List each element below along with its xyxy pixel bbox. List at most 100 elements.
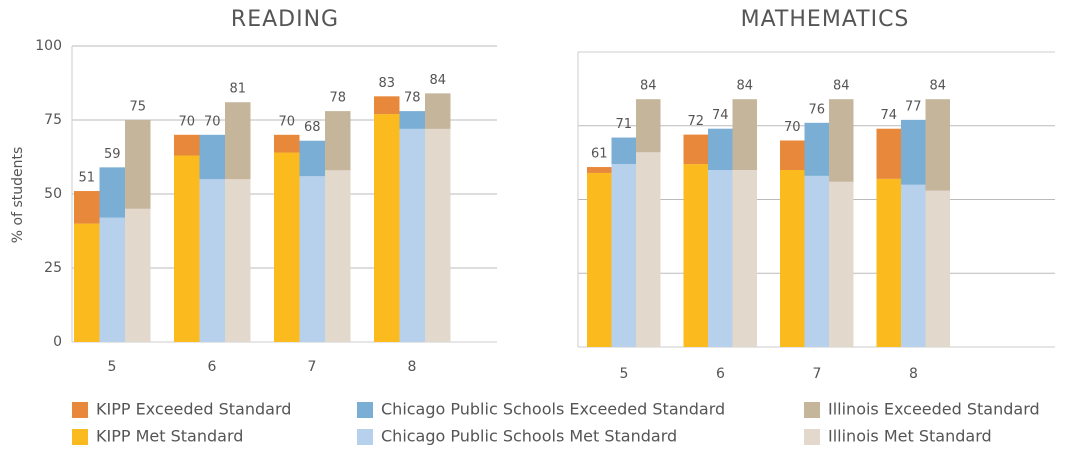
y-tick-label: 100 (35, 38, 62, 54)
bar-segment (374, 96, 400, 115)
total-label: 72 (687, 114, 704, 129)
bar-segment (399, 128, 425, 342)
total-label: 61 (591, 147, 608, 162)
x-tick-label: 8 (909, 366, 918, 382)
total-label: 59 (104, 147, 121, 162)
legend-label: Chicago Public Schools Exceeded Standard (381, 400, 725, 419)
bar-segment (829, 181, 854, 347)
legend-label: KIPP Exceeded Standard (96, 400, 291, 419)
total-label: 74 (712, 108, 729, 123)
bar-segment (274, 134, 300, 153)
total-label: 81 (229, 82, 246, 97)
total-label: 70 (204, 114, 221, 129)
x-tick-label: 6 (208, 359, 217, 375)
bar-segment (425, 93, 451, 129)
bar-segment (74, 223, 100, 342)
total-label: 84 (929, 79, 946, 94)
legend-label: Illinois Met Standard (828, 427, 992, 446)
bar-segment (174, 155, 200, 342)
x-tick-label: 5 (108, 359, 117, 375)
legend-swatch (72, 402, 88, 418)
total-label: 70 (178, 114, 195, 129)
legend-swatch (804, 429, 820, 445)
bar-segment (780, 140, 805, 170)
bar-segment (925, 190, 950, 347)
total-label: 68 (304, 120, 321, 135)
bar-segment (299, 140, 325, 177)
x-tick-label: 5 (620, 366, 629, 382)
bar-segment (636, 152, 661, 347)
y-tick-label: 50 (44, 186, 62, 202)
bar-segment (683, 164, 708, 347)
bar-segment (125, 208, 151, 342)
x-tick-label: 7 (308, 359, 317, 375)
bar-segment (732, 170, 757, 347)
y-axis-label: % of students (10, 147, 26, 244)
total-label: 75 (129, 100, 146, 115)
total-label: 83 (378, 76, 395, 91)
total-label: 78 (329, 91, 346, 106)
total-label: 84 (833, 79, 850, 94)
total-label: 70 (278, 114, 295, 129)
bar-segment (636, 99, 661, 153)
total-label: 51 (78, 171, 95, 186)
bar-segment (876, 178, 901, 347)
legend-swatch (804, 402, 820, 418)
x-tick-label: 7 (813, 366, 822, 382)
total-label: 70 (784, 120, 801, 135)
bar-segment (425, 128, 451, 342)
total-label: 71 (615, 117, 632, 132)
bar-segment (732, 99, 757, 170)
bar-segment (274, 152, 300, 342)
bar-segment (708, 170, 733, 347)
chart-title: MATHEMATICS (741, 7, 910, 32)
bar-segment (199, 134, 225, 180)
legend-swatch (357, 402, 373, 418)
total-label: 76 (808, 102, 825, 117)
bar-segment (587, 167, 612, 173)
bar-segment (299, 176, 325, 342)
bar-segment (587, 172, 612, 347)
bar-segment (99, 167, 125, 218)
y-tick-label: 75 (44, 112, 62, 128)
bar-segment (780, 170, 805, 347)
bar-segment (174, 134, 200, 156)
bar-segment (325, 111, 351, 171)
bar-segment (611, 137, 636, 165)
bar-segment (74, 191, 100, 224)
bar-segment (199, 179, 225, 342)
bar-segment (683, 134, 708, 165)
chart-title: READING (231, 7, 339, 32)
bar-segment (901, 184, 926, 347)
legend-swatch (72, 429, 88, 445)
bar-segment (325, 170, 351, 342)
bar-segment (876, 128, 901, 179)
bar-segment (399, 111, 425, 129)
bar-segment (225, 179, 251, 342)
legend-swatch (357, 429, 373, 445)
bar-segment (611, 164, 636, 347)
y-tick-label: 0 (53, 334, 62, 350)
bar-segment (925, 99, 950, 191)
legend-label: Chicago Public Schools Met Standard (381, 427, 677, 446)
total-label: 74 (880, 108, 897, 123)
legend-label: KIPP Met Standard (96, 427, 243, 446)
bar-segment (374, 114, 400, 342)
bar-segment (99, 217, 125, 342)
bar-segment (225, 102, 251, 180)
bar-segment (804, 175, 829, 347)
x-tick-label: 6 (716, 366, 725, 382)
total-label: 84 (640, 79, 657, 94)
bar-segment (829, 99, 854, 182)
total-label: 84 (736, 79, 753, 94)
bar-segment (125, 120, 151, 209)
total-label: 78 (404, 91, 421, 106)
y-tick-label: 25 (44, 260, 62, 276)
x-tick-label: 8 (408, 359, 417, 375)
legend-label: Illinois Exceeded Standard (828, 400, 1040, 419)
total-label: 77 (905, 99, 922, 114)
total-label: 84 (429, 73, 446, 88)
bar-segment (708, 128, 733, 170)
bar-segment (901, 119, 926, 185)
